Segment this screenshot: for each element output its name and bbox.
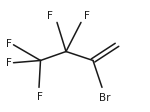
Text: F: F: [47, 11, 53, 21]
Text: Br: Br: [99, 93, 111, 103]
Text: F: F: [6, 39, 12, 49]
Text: F: F: [6, 58, 12, 68]
Text: F: F: [84, 11, 90, 21]
Text: F: F: [37, 92, 43, 102]
